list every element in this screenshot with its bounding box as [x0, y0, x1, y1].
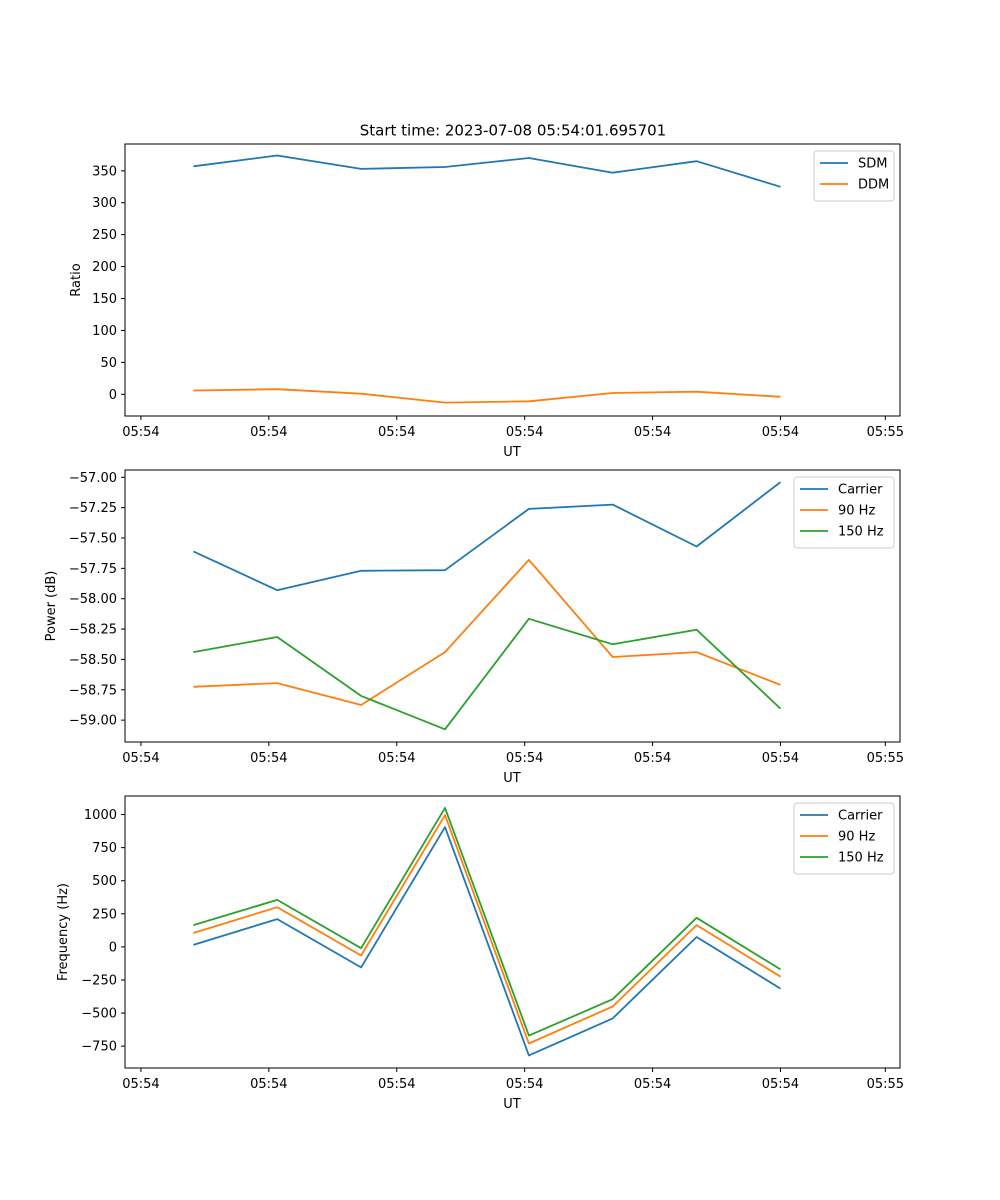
frequency-xtick-label: 05:54 — [762, 1077, 799, 1092]
ratio-series-sdm-line — [193, 154, 781, 188]
frequency-xlabel: UT — [503, 1097, 521, 1112]
power-legend-label-carrier: Carrier — [838, 483, 883, 498]
power-series-150-hz-line — [193, 617, 782, 731]
ratio-ytick-label: 300 — [92, 196, 117, 211]
ratio-xtick-label: 05:54 — [250, 425, 287, 440]
ratio-legend-label-ddm: DDM — [858, 178, 889, 193]
power-xtick-label: 05:54 — [122, 751, 159, 766]
power-axes-frame — [124, 469, 901, 743]
frequency-xtick-label: 05:54 — [378, 1077, 415, 1092]
frequency-xtick-label: 05:55 — [867, 1077, 904, 1092]
power-ytick-label: −59.00 — [69, 714, 117, 729]
frequency-legend-label-carrier: Carrier — [838, 809, 883, 824]
ratio-xtick-label: 05:54 — [378, 425, 415, 440]
power-panel: 05:54 05:54 05:54 05:54 05:54 05:54 05:55 −59.0… — [44, 469, 904, 786]
ratio-ytick-label: 0 — [109, 388, 117, 403]
frequency-ytick-label: 1000 — [84, 808, 117, 823]
frequency-ytick-label: −250 — [81, 973, 117, 988]
power-xtick-label: 05:54 — [634, 751, 671, 766]
power-xtick-label: 05:54 — [762, 751, 799, 766]
ratio-ytick-label: 100 — [92, 324, 117, 339]
frequency-ytick-label: −500 — [81, 1007, 117, 1022]
frequency-panel: 05:54 05:54 05:54 05:54 05:54 05:54 05:55 −750 −… — [56, 795, 904, 1112]
frequency-ytick-label: 750 — [92, 841, 117, 856]
power-xtick-label: 05:54 — [506, 751, 543, 766]
ratio-series-ddm-line — [193, 388, 781, 404]
frequency-ytick-label: 250 — [92, 907, 117, 922]
ratio-xlabel: UT — [503, 445, 521, 460]
power-xtick-label: 05:54 — [378, 751, 415, 766]
frequency-series-carrier-line — [193, 826, 781, 1057]
frequency-ylabel: Frequency (Hz) — [56, 883, 71, 981]
ratio-xtick-label: 05:54 — [506, 425, 543, 440]
power-ylabel: Power (dB) — [44, 571, 59, 642]
power-series-90-hz-line — [193, 559, 781, 706]
ratio-legend-label-sdm: SDM — [858, 157, 887, 172]
frequency-legend-label-150-hz: 150 Hz — [838, 851, 884, 866]
ratio-xtick-label: 05:54 — [122, 425, 159, 440]
power-xlabel: UT — [503, 771, 521, 786]
figure-title: Start time: 2023-07-08 05:54:01.695701 — [360, 122, 666, 140]
frequency-ytick-label: −750 — [81, 1040, 117, 1055]
ratio-ytick-label: 200 — [92, 260, 117, 275]
power-legend-label-90-hz: 90 Hz — [838, 504, 875, 519]
frequency-series-90-hz-line — [193, 814, 781, 1045]
ratio-panel: 05:54 05:54 05:54 05:54 05:54 05:54 05:55 0 50 10… — [69, 143, 904, 460]
ratio-xtick-label: 05:54 — [634, 425, 671, 440]
frequency-legend-label-90-hz: 90 Hz — [838, 830, 875, 845]
frequency-xtick-label: 05:54 — [122, 1077, 159, 1092]
ratio-ytick-label: 350 — [92, 164, 117, 179]
ratio-xtick-label: 05:55 — [867, 425, 904, 440]
power-ytick-label: −58.25 — [69, 623, 117, 638]
frequency-series-150-hz-line — [193, 807, 781, 1037]
power-ytick-label: −58.75 — [69, 683, 117, 698]
ratio-ytick-label: 150 — [92, 292, 117, 307]
ratio-ytick-label: 250 — [92, 228, 117, 243]
ratio-axes-frame — [124, 143, 901, 417]
frequency-xtick-label: 05:54 — [634, 1077, 671, 1092]
power-ytick-label: −57.50 — [69, 532, 117, 547]
power-xtick-label: 05:54 — [250, 751, 287, 766]
power-ytick-label: −57.00 — [69, 471, 117, 486]
power-legend-label-150-hz: 150 Hz — [838, 525, 884, 540]
frequency-ytick-label: 500 — [92, 874, 117, 889]
ratio-xtick-label: 05:54 — [762, 425, 799, 440]
power-ytick-label: −58.00 — [69, 592, 117, 607]
ratio-ylabel: Ratio — [69, 263, 84, 296]
ratio-ytick-label: 50 — [100, 356, 117, 371]
power-xtick-label: 05:55 — [867, 751, 904, 766]
frequency-ytick-label: 0 — [109, 940, 117, 955]
power-ytick-label: −58.50 — [69, 653, 117, 668]
power-ytick-label: −57.25 — [69, 501, 117, 516]
frequency-axes-frame — [124, 795, 901, 1069]
frequency-xtick-label: 05:54 — [250, 1077, 287, 1092]
frequency-xtick-label: 05:54 — [506, 1077, 543, 1092]
power-series-carrier-line — [193, 481, 782, 592]
power-ytick-label: −57.75 — [69, 562, 117, 577]
